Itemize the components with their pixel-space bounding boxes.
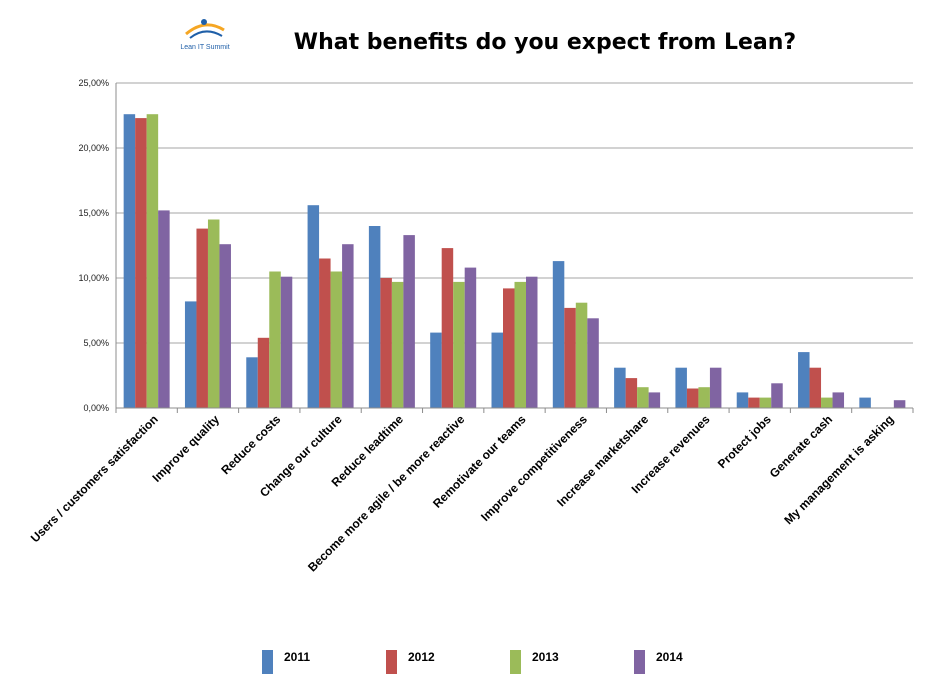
- lean-it-summit-logo: [178, 14, 232, 58]
- legend-swatch: [634, 650, 645, 674]
- bar: [809, 367, 822, 408]
- bar: [123, 114, 136, 408]
- bar: [748, 397, 760, 408]
- y-tick-label: 15,00%: [78, 208, 109, 218]
- category-label: Improve quality: [149, 412, 222, 485]
- chart-title: What benefits do you expect from Lean?: [293, 30, 797, 55]
- bar: [759, 397, 772, 408]
- bar: [135, 118, 147, 408]
- bar: [736, 392, 749, 408]
- category-label: Protect jobs: [715, 412, 774, 471]
- y-tick-label: 25,00%: [78, 78, 109, 88]
- bar: [453, 281, 465, 408]
- bar: [637, 387, 649, 408]
- legend-swatch: [510, 650, 521, 674]
- bar: [368, 226, 381, 408]
- bar: [859, 397, 871, 408]
- bar: [269, 271, 281, 408]
- bar: [832, 392, 845, 408]
- category-label: My management is asking: [781, 412, 896, 527]
- bar: [526, 276, 538, 408]
- grid-lines: [116, 82, 913, 344]
- bar: [158, 210, 170, 408]
- bar: [709, 367, 722, 408]
- bar: [614, 367, 626, 408]
- category-label: Improve competitiveness: [478, 412, 590, 524]
- logo-text: Lean IT Summit: [180, 44, 230, 51]
- bar: [675, 367, 687, 408]
- bar: [686, 388, 699, 408]
- bar: [587, 318, 599, 408]
- axes: [115, 83, 914, 413]
- y-tick-label: 0,00%: [83, 403, 109, 413]
- legend: 2011 2012 2013 2014: [262, 650, 683, 674]
- bar: [280, 276, 293, 408]
- bar: [246, 357, 258, 408]
- bar: [319, 258, 331, 408]
- bar: [430, 332, 442, 408]
- legend-label: 2013: [532, 650, 559, 664]
- bar: [552, 261, 565, 408]
- y-tick-label: 20,00%: [78, 143, 109, 153]
- bar: [771, 383, 783, 408]
- legend-label: 2011: [284, 650, 310, 664]
- bar: [207, 219, 220, 408]
- bar: [798, 352, 810, 408]
- bar: [184, 301, 197, 408]
- bar: [391, 281, 404, 408]
- bar: [403, 235, 415, 408]
- category-label: Generate cash: [767, 412, 835, 480]
- bar: [625, 378, 638, 408]
- legend-swatch: [262, 650, 273, 674]
- bar: [648, 392, 661, 408]
- category-label: Users / customers satisfaction: [28, 412, 161, 545]
- bar: [330, 271, 343, 408]
- y-tick-label: 10,00%: [78, 273, 109, 283]
- bar: [219, 244, 231, 408]
- bar: [307, 205, 320, 408]
- bar: [698, 387, 710, 408]
- bar: [146, 114, 159, 408]
- bar: [564, 307, 576, 408]
- bar: [464, 267, 477, 408]
- y-tick-labels: 0,00% 5,00% 10,00% 15,00% 20,00% 25,00%: [78, 78, 109, 413]
- bars: [123, 114, 906, 408]
- bar: [821, 397, 833, 408]
- bar: [196, 228, 208, 408]
- y-tick-label: 5,00%: [83, 338, 109, 348]
- legend-label: 2012: [408, 650, 435, 664]
- legend-label: 2014: [656, 650, 683, 664]
- category-label: Reduce costs: [218, 412, 283, 477]
- bar: [441, 248, 454, 408]
- bar: [503, 288, 515, 408]
- bar: [342, 244, 354, 408]
- bar: [893, 400, 906, 408]
- bar: [257, 337, 270, 408]
- bar: [514, 281, 526, 408]
- legend-swatch: [386, 650, 397, 674]
- bar: [380, 278, 392, 408]
- bar: [575, 302, 588, 408]
- bar: [491, 332, 503, 408]
